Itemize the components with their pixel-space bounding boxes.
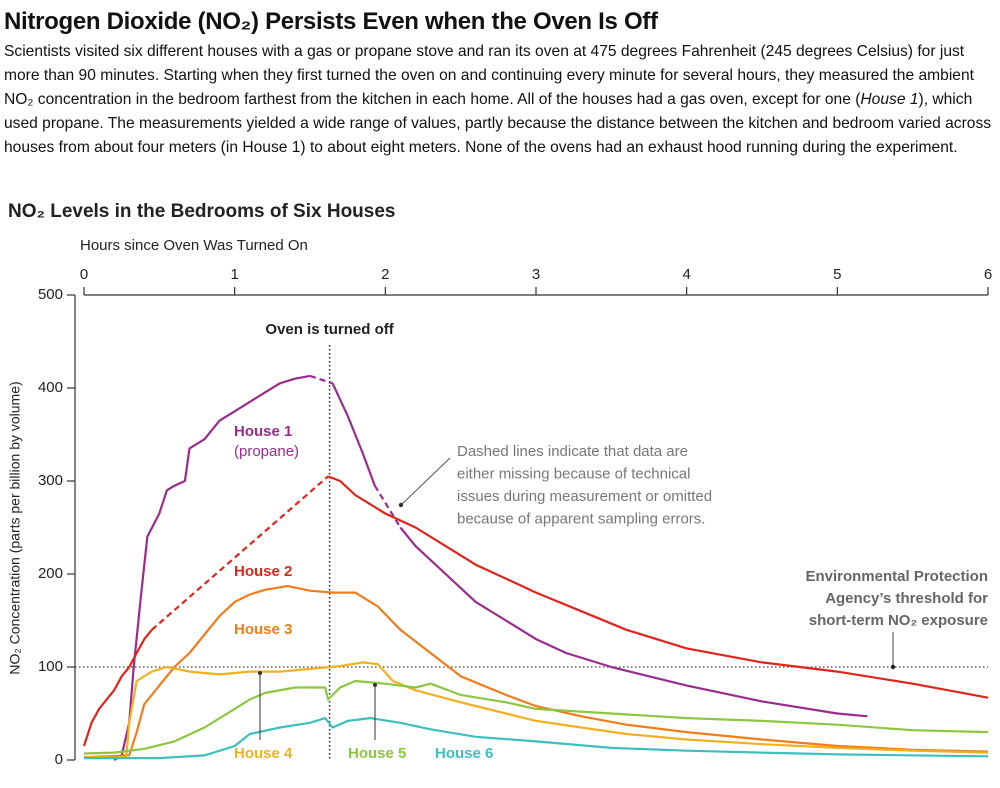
leader-dot: [258, 671, 262, 675]
threshold-note: Agency’s threshold for: [825, 590, 988, 607]
chart-title: NO₂ Levels in the Bedrooms of Six Houses: [8, 201, 395, 222]
threshold-dot: [890, 664, 896, 670]
series-label: House 5: [348, 745, 406, 762]
page-title: Nitrogen Dioxide (NO₂) Persists Even whe…: [4, 8, 658, 35]
series-label: House 3: [234, 621, 292, 638]
y-tick-label: 200: [38, 565, 63, 582]
note-leader: [400, 457, 451, 506]
series-label: House 4: [234, 745, 293, 762]
y-axis-label: NO₂ Concentration (parts per billion by …: [7, 381, 23, 674]
x-tick-label: 1: [230, 266, 238, 283]
note-line: issues during measurement or omitted: [457, 488, 712, 505]
note-line: either missing because of technical: [457, 465, 690, 482]
threshold-note: short-term NO₂ exposure: [809, 612, 988, 629]
x-tick-label: 5: [833, 266, 841, 283]
intro: Scientists visited six different houses …: [4, 40, 996, 160]
intro-text: ), which used propane. The measurements …: [4, 91, 992, 156]
note-line: Dashed lines indicate that data are: [457, 443, 688, 460]
oven-off-label: Oven is turned off: [265, 321, 394, 338]
y-tick-label: 0: [55, 751, 63, 768]
y-tick-label: 400: [38, 379, 63, 396]
x-tick-label: 6: [984, 266, 992, 283]
leader-dot: [373, 683, 377, 687]
x-tick-label: 4: [682, 266, 690, 283]
dashed-gap: [373, 485, 402, 529]
y-tick-label: 500: [38, 286, 63, 303]
intro-text: Scientists visited six different houses …: [4, 43, 974, 108]
y-tick-label: 300: [38, 472, 63, 489]
series-line: [113, 374, 868, 761]
series-line: [82, 475, 989, 747]
x-tick-label: 0: [80, 266, 88, 283]
note-dot: [398, 502, 404, 508]
intro-italic: House 1: [860, 91, 919, 108]
x-tick-label: 2: [381, 266, 389, 283]
series-label: House 2: [234, 563, 292, 580]
threshold-note: Environmental Protection: [805, 568, 988, 585]
series-line: [84, 661, 989, 759]
y-tick-label: 100: [38, 658, 63, 675]
series-label: House 1: [234, 423, 292, 440]
series-line: [83, 679, 989, 755]
series-label: House 6: [435, 745, 493, 762]
x-axis-label: Hours since Oven Was Turned On: [80, 237, 308, 254]
x-tick-label: 3: [532, 266, 540, 283]
series-line: [83, 585, 989, 759]
series-sublabel: (propane): [234, 443, 299, 460]
series-line: [84, 717, 989, 760]
dashed-gap: [309, 374, 333, 385]
dashed-gap: [151, 475, 329, 631]
note-line: because of apparent sampling errors.: [457, 510, 705, 527]
